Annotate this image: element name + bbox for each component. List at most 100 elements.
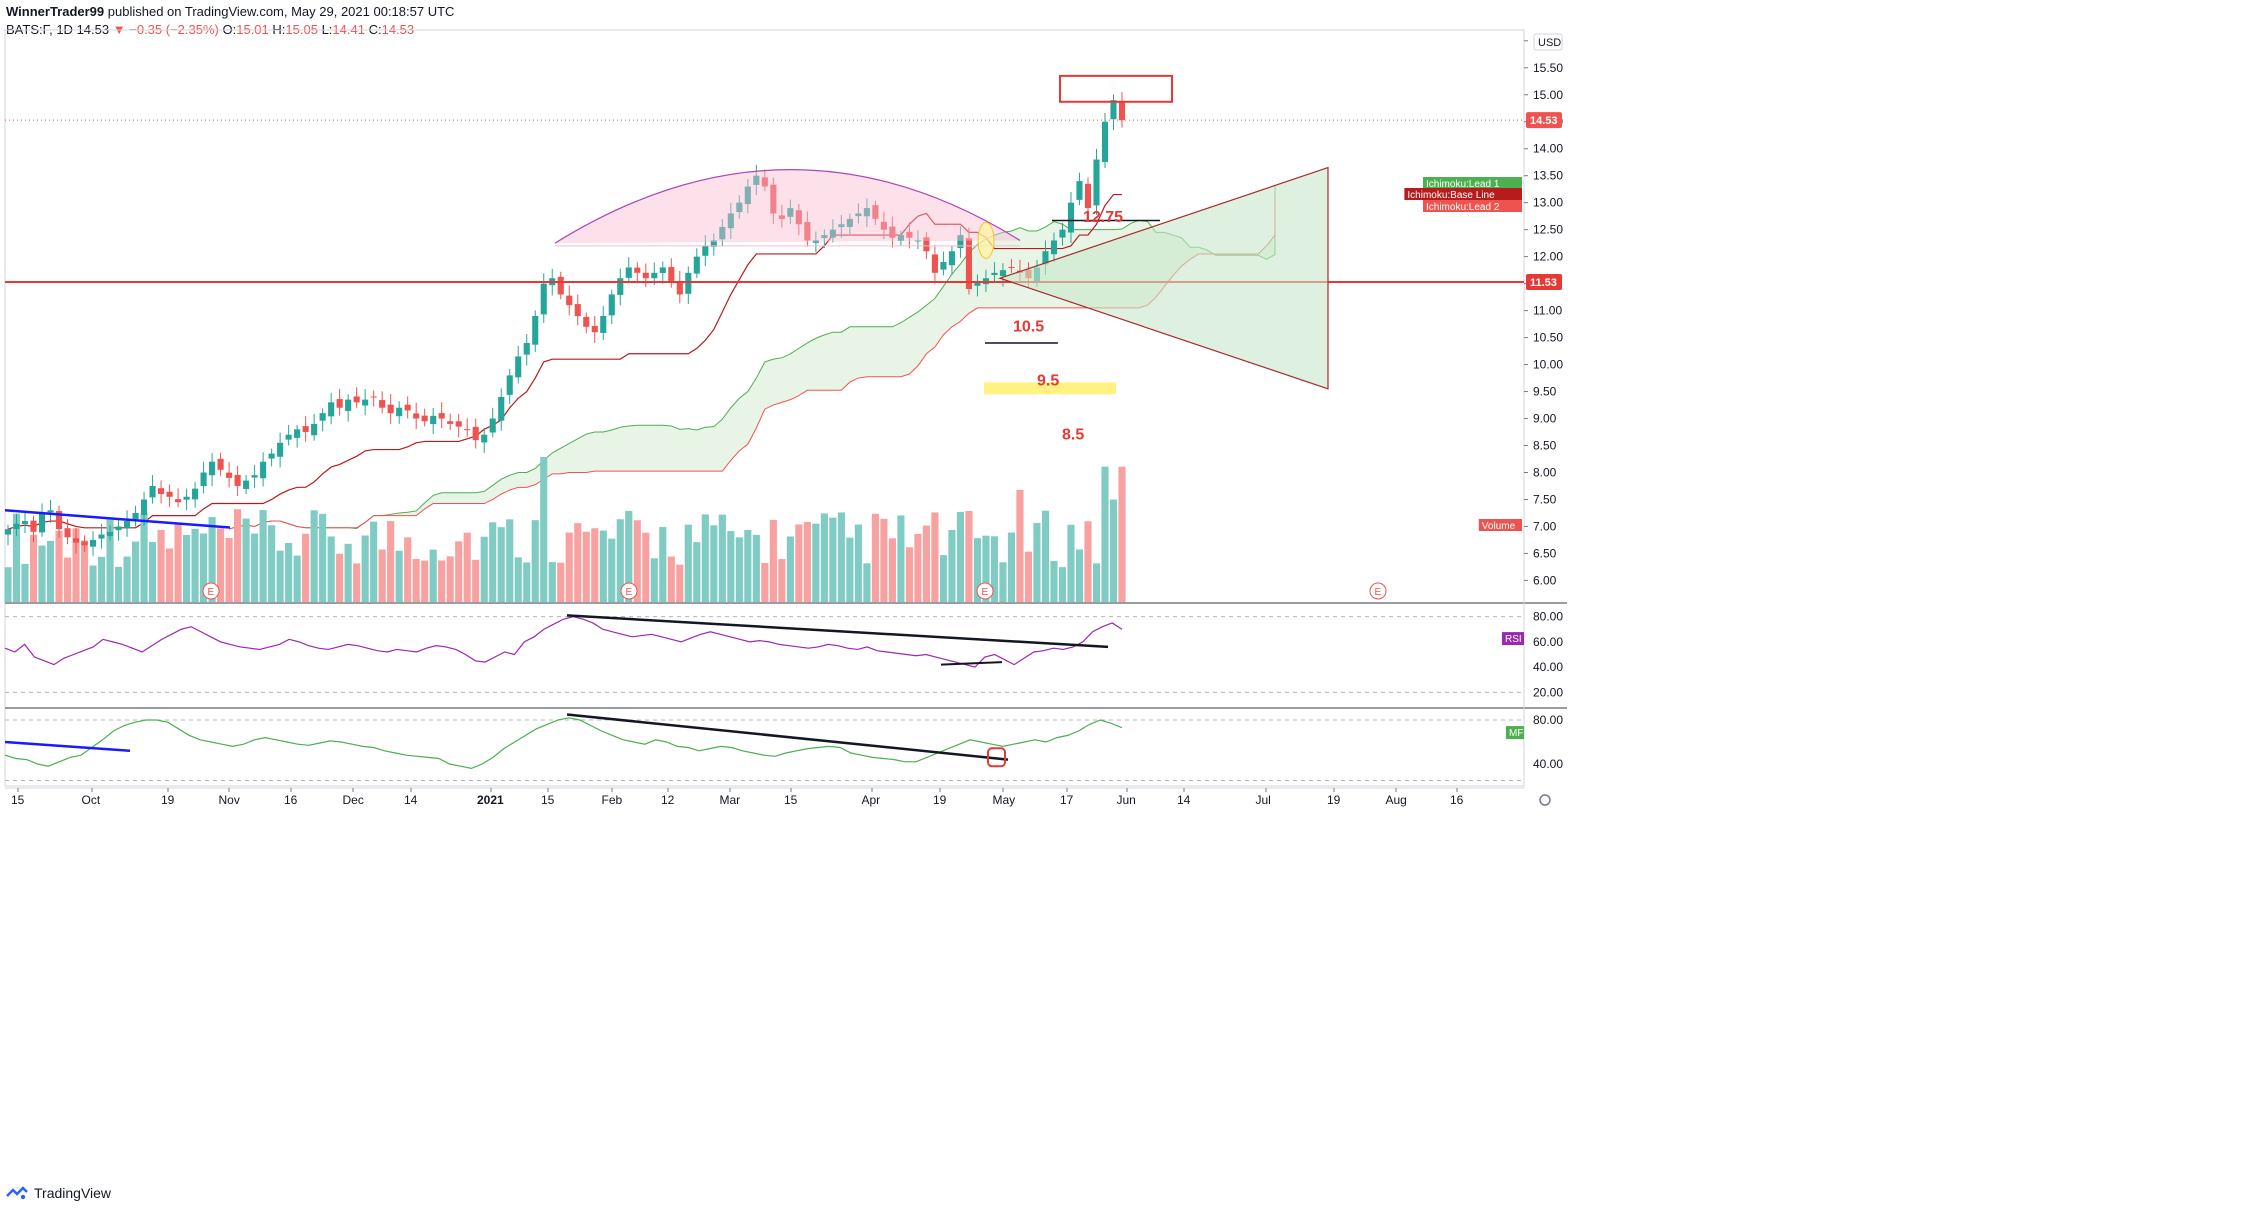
indicator-label-badge <box>1423 200 1522 212</box>
author-name[interactable]: WinnerTrader99 <box>6 4 105 19</box>
volume-bar <box>744 529 752 602</box>
rsi-tick-label: 60.00 <box>1533 635 1563 649</box>
time-tick-label: May <box>993 793 1016 807</box>
candle-body <box>600 316 607 333</box>
volume-bar <box>472 559 480 602</box>
candle-body <box>455 421 462 427</box>
mf-trend-line-blue <box>4 740 131 753</box>
volume-bar <box>999 562 1007 602</box>
candle-body <box>804 222 811 241</box>
candle-body <box>370 396 377 398</box>
volume-bar <box>446 556 454 602</box>
candle-body <box>727 213 734 229</box>
time-tick-label: 15 <box>541 793 555 807</box>
volume-bar <box>786 536 794 602</box>
candle-body <box>787 208 794 217</box>
candle-body <box>1076 181 1083 200</box>
candle-body <box>999 270 1007 277</box>
volume-bar <box>370 521 378 602</box>
volume-bar <box>701 514 709 602</box>
earnings-marker-label: E <box>982 587 989 598</box>
highlight-ellipse <box>977 221 995 259</box>
volume-bar <box>1058 567 1067 602</box>
volume-bar <box>506 519 514 602</box>
volume-bar <box>1024 551 1033 602</box>
candle-body <box>914 240 921 242</box>
candle-body <box>829 229 836 238</box>
candle-body <box>880 221 887 230</box>
candle-body <box>217 458 224 470</box>
candle-body <box>379 400 386 408</box>
volume-bar <box>599 530 607 602</box>
price-tick-label: 9.00 <box>1533 412 1557 426</box>
volume-bar <box>89 565 97 602</box>
time-tick-label: Jun <box>1117 793 1136 807</box>
volume-bar <box>1016 489 1024 602</box>
time-tick-label: 17 <box>1060 793 1074 807</box>
volume-bar <box>761 563 769 602</box>
candle-body <box>693 256 700 274</box>
candle-body <box>362 399 369 406</box>
volume-bar <box>727 531 735 602</box>
tradingview-brand[interactable]: TradingView <box>34 1185 112 1201</box>
candle-body <box>285 434 292 440</box>
volume-bar <box>659 527 667 602</box>
volume-bar <box>574 523 582 602</box>
time-tick-label: 15 <box>11 793 25 807</box>
volume-bar <box>242 518 250 602</box>
volume-bar <box>990 536 999 602</box>
target-box <box>1059 74 1173 103</box>
rsi-line <box>4 616 1123 668</box>
candle-body <box>710 240 717 247</box>
volume-bar <box>395 550 403 602</box>
price-tick-label: 8.50 <box>1533 439 1557 453</box>
volume-bar <box>276 550 284 602</box>
candle-body <box>838 224 845 228</box>
settings-gear-icon[interactable] <box>1539 794 1551 806</box>
volume-bar <box>29 534 38 602</box>
indicator-label-text: Volume <box>1482 521 1516 532</box>
volume-bar <box>523 562 531 602</box>
candle-body <box>149 485 156 498</box>
candle-body <box>744 186 751 205</box>
candle-body <box>472 426 479 441</box>
volume-bar <box>234 509 242 602</box>
volume-bar <box>12 513 21 602</box>
earnings-marker-icon <box>620 582 638 600</box>
volume-bar <box>140 513 148 602</box>
candle-body <box>209 461 216 476</box>
rsi-tick-label: 40.00 <box>1533 660 1563 674</box>
candle-body <box>438 413 445 419</box>
volume-bar <box>38 545 46 602</box>
candle-body <box>676 281 683 295</box>
time-tick-label: Apr <box>862 793 881 807</box>
candle-body <box>294 429 301 438</box>
volume-bar <box>166 548 174 602</box>
time-tick-label: Mar <box>720 793 741 807</box>
price-tick-label: 7.00 <box>1533 519 1557 533</box>
candle-body <box>872 205 879 219</box>
candle-body <box>447 421 454 424</box>
time-tick-label: Jul <box>1256 793 1271 807</box>
volume-bar <box>905 547 913 602</box>
candle-body <box>659 267 666 274</box>
volume-bar <box>591 528 599 602</box>
mf-divergence-line <box>566 713 1009 761</box>
publish-info: published on TradingView.com, May 29, 20… <box>107 4 455 19</box>
rsi-divergence-line <box>566 614 1109 649</box>
price-tick-label: 12.00 <box>1533 250 1563 264</box>
volume-bar <box>1118 466 1126 602</box>
candle-body <box>642 272 649 279</box>
volume-bar <box>616 519 624 602</box>
candle-body <box>166 491 173 497</box>
candle-body <box>617 278 624 295</box>
mf-tick-label: 40.00 <box>1533 757 1563 771</box>
volume-bar <box>965 511 973 602</box>
volume-bar <box>956 511 964 602</box>
candle-body <box>123 521 131 529</box>
price-tick-label: 13.50 <box>1533 169 1563 183</box>
volume-bar <box>735 537 743 602</box>
candle-body <box>506 375 513 395</box>
candle-body <box>540 283 547 315</box>
